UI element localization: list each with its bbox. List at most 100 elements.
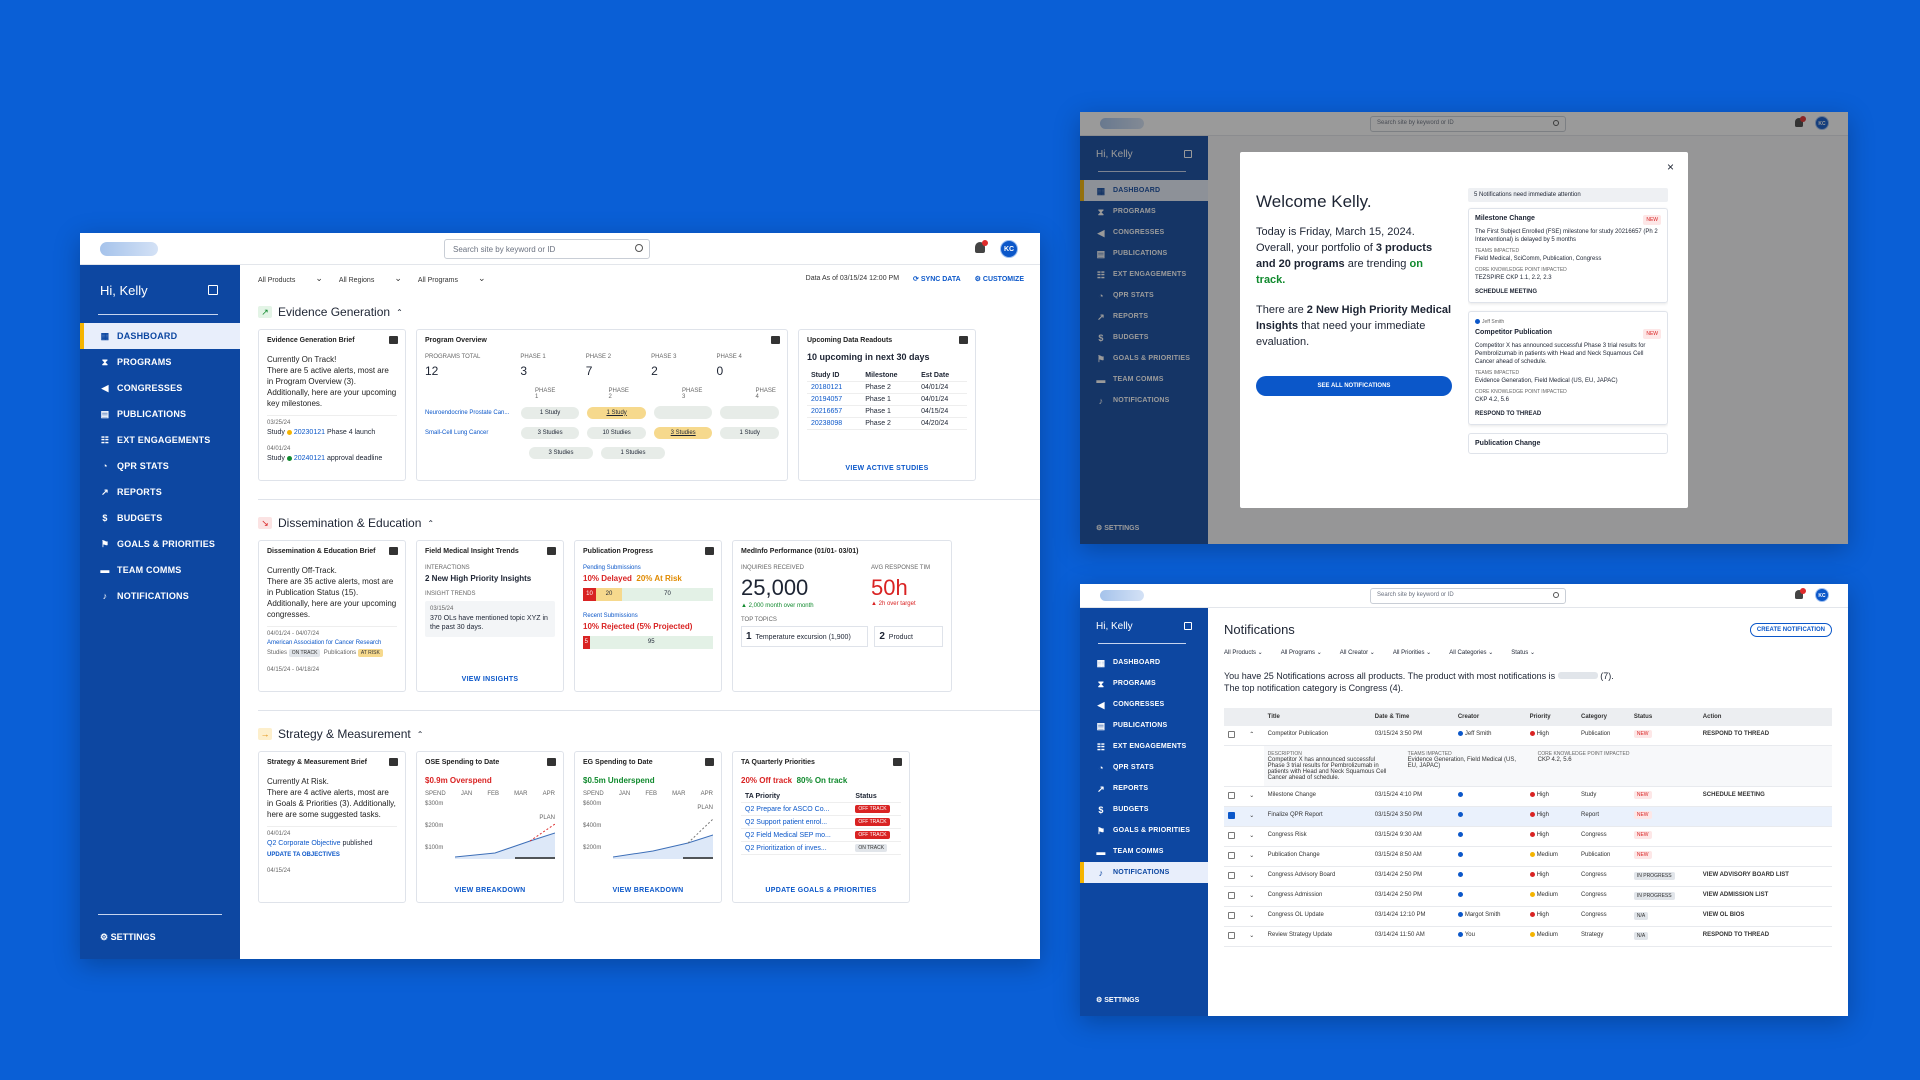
priority-link[interactable]: Q2 Support patient enrol... <box>741 815 852 829</box>
comment-icon[interactable] <box>893 758 902 766</box>
collapse-sidebar-icon[interactable] <box>1184 150 1192 158</box>
search-icon[interactable] <box>1553 592 1559 598</box>
dissemination-section-title[interactable]: ↘ Dissemination & Education ⌃ <box>258 514 1040 532</box>
sidebar-item-notifications[interactable]: ♪ NOTIFICATIONS <box>1080 862 1208 883</box>
regions-filter[interactable]: All Regions <box>339 277 402 284</box>
program-row-label[interactable]: Small-Cell Lung Cancer <box>425 430 489 436</box>
action-link[interactable] <box>1698 806 1832 827</box>
action-link[interactable]: SCHEDULE MEETING <box>1698 786 1832 807</box>
sidebar-item-dashboard[interactable]: ▦ DASHBOARD <box>1080 652 1208 673</box>
expand-toggle-icon[interactable]: ⌄ <box>1245 806 1264 827</box>
congress-link[interactable]: American Association for Cancer Research <box>267 640 382 646</box>
table-row[interactable]: ⌄ Milestone Change 03/15/24 4:10 PM High Stu… <box>1224 786 1832 807</box>
expand-toggle-icon[interactable]: ⌄ <box>1245 866 1264 887</box>
sidebar-item-reports[interactable]: ↗ REPORTS <box>80 479 240 505</box>
view-insights-button[interactable]: VIEW INSIGHTS <box>461 676 519 683</box>
settings-link[interactable]: ⚙ SETTINGS <box>100 932 156 942</box>
action-link[interactable] <box>1698 826 1832 847</box>
sidebar-item-ext-engagements[interactable]: ☷ EXT ENGAGEMENTS <box>1080 736 1208 757</box>
comment-icon[interactable] <box>389 547 398 555</box>
sidebar-item-team-comms[interactable]: ▬ TEAM COMMS <box>1080 369 1208 390</box>
sidebar-item-budgets[interactable]: $ BUDGETS <box>1080 327 1208 348</box>
objective-link[interactable]: Q2 Corporate Objective <box>267 840 341 847</box>
sidebar-item-ext-engagements[interactable]: ☷ EXT ENGAGEMENTS <box>1080 264 1208 285</box>
evidence-section-title[interactable]: ↗ Evidence Generation ⌃ <box>258 303 1040 321</box>
table-row[interactable]: ⌄ Finalize QPR Report 03/15/24 3:50 PM High… <box>1224 806 1832 827</box>
column-header[interactable]: Priority <box>1525 708 1577 726</box>
search-input[interactable]: Search site by keyword or ID <box>1370 588 1566 604</box>
collapse-sidebar-icon[interactable] <box>1184 622 1192 630</box>
sidebar-item-notifications[interactable]: ♪ NOTIFICATIONS <box>1080 390 1208 411</box>
sidebar-item-reports[interactable]: ↗ REPORTS <box>1080 778 1208 799</box>
chevron-up-icon[interactable]: ⌃ <box>396 307 403 317</box>
row-checkbox[interactable] <box>1228 792 1235 799</box>
table-row[interactable]: ⌄ Review Strategy Update 03/14/24 11:50 AM… <box>1224 926 1832 947</box>
chevron-up-icon[interactable]: ⌃ <box>427 518 435 528</box>
program-row-label[interactable]: Neuroendocrine Prostate Can... <box>425 409 510 416</box>
row-checkbox[interactable] <box>1228 812 1235 819</box>
update-ta-objectives-button[interactable]: UPDATE TA OBJECTIVES <box>267 852 340 858</box>
column-header[interactable]: Date & Time <box>1370 708 1454 726</box>
comment-icon[interactable] <box>959 336 968 344</box>
respond-to-thread-button[interactable]: RESPOND TO THREAD <box>1475 411 1542 417</box>
sidebar-item-congresses[interactable]: ◀ CONGRESSES <box>1080 694 1208 715</box>
sidebar-item-publications[interactable]: ▤ PUBLICATIONS <box>1080 715 1208 736</box>
sync-data-button[interactable]: ⟳ SYNC DATA <box>913 276 961 283</box>
sidebar-item-notifications[interactable]: ♪ NOTIFICATIONS <box>80 583 240 609</box>
search-icon[interactable] <box>1553 120 1559 126</box>
study-id-link[interactable]: 20238098 <box>807 417 862 430</box>
comment-icon[interactable] <box>547 547 556 555</box>
view-breakdown-button[interactable]: VIEW BREAKDOWN <box>454 887 526 894</box>
comment-icon[interactable] <box>705 758 714 766</box>
sidebar-item-qpr-stats[interactable]: ◔ QPR STATS <box>80 453 240 479</box>
row-checkbox[interactable] <box>1228 832 1235 839</box>
search-input[interactable]: Search site by keyword or ID <box>444 239 650 259</box>
action-link[interactable]: VIEW ADVISORY BOARD LIST <box>1698 866 1832 887</box>
close-icon[interactable]: × <box>1666 160 1674 174</box>
table-row[interactable]: ⌄ Congress Admission 03/14/24 2:50 PM Mediu… <box>1224 886 1832 907</box>
schedule-meeting-button[interactable]: SCHEDULE MEETING <box>1475 289 1538 295</box>
expand-toggle-icon[interactable]: ⌄ <box>1245 826 1264 847</box>
priority-link[interactable]: Q2 Field Medical SEP mo... <box>741 828 852 842</box>
programs-filter[interactable]: All Programs <box>418 277 486 284</box>
comment-icon[interactable] <box>389 336 398 344</box>
update-goals-button[interactable]: UPDATE GOALS & PRIORITIES <box>765 887 877 894</box>
avatar[interactable]: KC <box>1815 116 1829 130</box>
comment-icon[interactable] <box>389 758 398 766</box>
chevron-up-icon[interactable]: ⌃ <box>416 729 424 739</box>
column-header[interactable]: Creator <box>1453 708 1526 726</box>
row-checkbox[interactable] <box>1228 892 1235 899</box>
notification-bell-icon[interactable] <box>1795 116 1806 127</box>
sidebar-item-programs[interactable]: ⧗ PROGRAMS <box>1080 673 1208 694</box>
study-id-link[interactable]: 20216657 <box>807 405 862 418</box>
search-icon[interactable] <box>635 244 643 252</box>
settings-link[interactable]: ⚙ SETTINGS <box>1096 997 1140 1004</box>
priority-link[interactable]: Q2 Prioritization of inves... <box>741 841 852 855</box>
column-header[interactable]: Status <box>1629 708 1699 726</box>
comment-icon[interactable] <box>771 336 780 344</box>
expand-toggle-icon[interactable]: ⌄ <box>1245 846 1264 867</box>
priority-link[interactable]: Q2 Prepare for ASCO Co... <box>741 802 852 816</box>
filter-dropdown[interactable]: All Priorities ⌄ <box>1392 650 1432 656</box>
comment-icon[interactable] <box>705 547 714 555</box>
notification-bell-icon[interactable] <box>975 240 988 253</box>
avatar[interactable]: KC <box>1815 588 1829 602</box>
study-link[interactable]: 20230121 <box>293 429 326 436</box>
expand-toggle-icon[interactable]: ⌄ <box>1245 906 1264 927</box>
products-filter[interactable]: All Products <box>258 277 323 284</box>
create-notification-button[interactable]: CREATE NOTIFICATION <box>1749 622 1832 637</box>
expand-toggle-icon[interactable]: ⌄ <box>1245 786 1264 807</box>
expand-toggle-icon[interactable]: ⌃ <box>1245 726 1264 746</box>
sidebar-item-congresses[interactable]: ◀ CONGRESSES <box>1080 222 1208 243</box>
row-checkbox[interactable] <box>1228 932 1235 939</box>
see-all-notifications-button[interactable]: SEE ALL NOTIFICATIONS <box>1256 376 1452 396</box>
sidebar-item-dashboard[interactable]: ▦ DASHBOARD <box>1080 180 1208 201</box>
phase-pill[interactable]: 1 Study <box>587 406 646 419</box>
column-header[interactable]: Title <box>1263 708 1371 726</box>
study-link[interactable]: 20240121 <box>293 455 326 462</box>
strategy-section-title[interactable]: → Strategy & Measurement ⌃ <box>258 725 1040 743</box>
sidebar-item-dashboard[interactable]: ▦ DASHBOARD <box>80 323 240 349</box>
action-link[interactable]: VIEW OL BIOS <box>1698 906 1832 927</box>
sidebar-item-budgets[interactable]: $ BUDGETS <box>80 505 240 531</box>
column-header[interactable]: Category <box>1576 708 1630 726</box>
